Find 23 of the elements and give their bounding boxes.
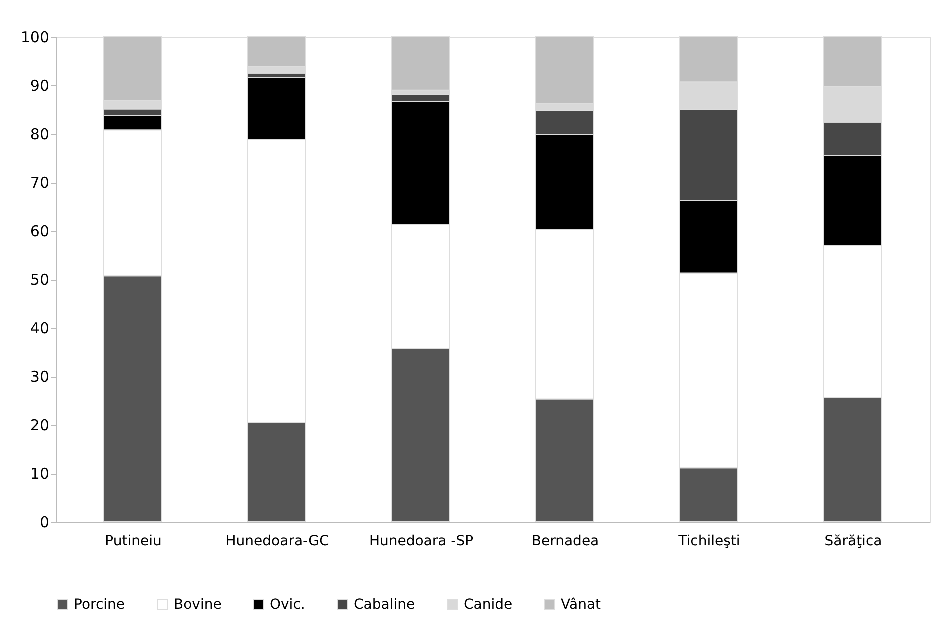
- x-tick-label: Tichileşti: [678, 534, 740, 550]
- y-tick-label: 20: [30, 416, 50, 434]
- x-tick-label: Putineiu: [105, 534, 162, 550]
- x-tick-label: Hunedoara-GC: [226, 534, 330, 550]
- legend-label: Canide: [464, 597, 513, 613]
- legend-label: Bovine: [174, 597, 222, 613]
- y-tick-label: 0: [40, 514, 50, 532]
- legend-label: Cabaline: [354, 597, 416, 613]
- x-tick-label: Hunedoara -SP: [369, 534, 474, 550]
- legend-label: Porcine: [74, 597, 126, 613]
- y-tick-label: 10: [30, 465, 50, 483]
- y-tick-label: 50: [30, 271, 50, 289]
- y-tick-label: 70: [30, 174, 50, 192]
- y-tick-label: 80: [30, 126, 50, 144]
- legend-label: Vânat: [561, 597, 602, 613]
- y-tick-label: 30: [30, 368, 50, 386]
- y-tick-label: 100: [20, 28, 50, 46]
- x-tick-label: Bernadea: [532, 534, 600, 550]
- legend-label: Ovic.: [270, 597, 306, 613]
- y-tick-label: 40: [30, 320, 50, 338]
- x-tick-label: Sărăţica: [824, 534, 882, 550]
- y-tick-label: 90: [30, 77, 50, 95]
- y-tick-label: 60: [30, 222, 50, 240]
